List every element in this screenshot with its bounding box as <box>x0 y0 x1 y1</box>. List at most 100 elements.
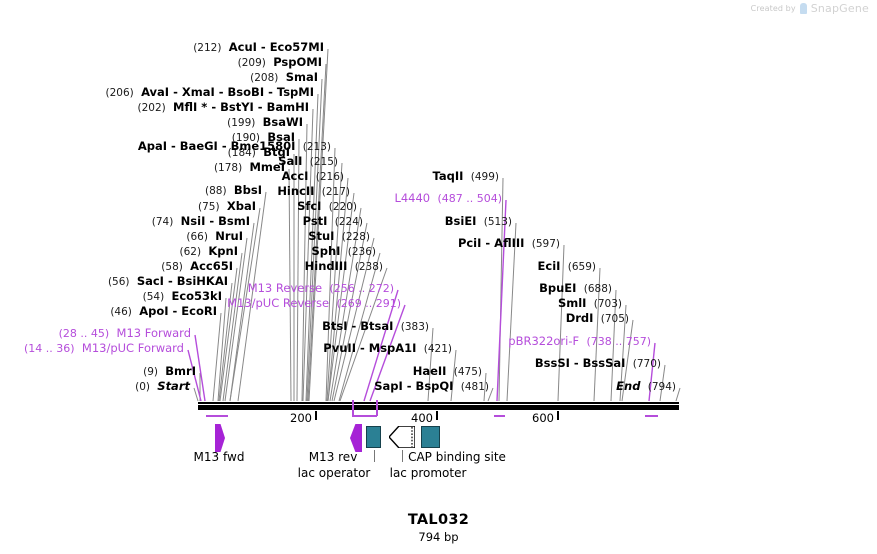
site-position: (74) <box>151 216 174 228</box>
enzyme-label-eco53ki[interactable]: (54) Eco53kI <box>143 290 222 303</box>
enzyme-label-mmei[interactable]: (178) MmeI <box>214 161 285 174</box>
label-gap <box>586 296 593 310</box>
enzyme-label-acc65i[interactable]: (58) Acc65I <box>161 260 233 273</box>
site-position: (703) <box>593 298 622 310</box>
feature-label-lac-operator[interactable]: lac operator <box>297 466 371 480</box>
label-gap <box>173 214 180 228</box>
primer-label-m13-puc-forward[interactable]: (14 .. 36) M13/pUC Forward <box>24 342 184 355</box>
primer-label-m13-puc-reverse[interactable]: M13/pUC Reverse (269 .. 291) <box>227 297 401 310</box>
sequence-backbone[interactable] <box>198 404 679 410</box>
label-gap <box>321 199 328 213</box>
site-name: PciI - AflIII <box>457 236 525 250</box>
enzyme-label-drdi[interactable]: DrdI (705) <box>566 312 629 325</box>
site-name: ApaI - BaeGI - Bme1580I <box>137 139 296 153</box>
enzyme-label-hincii[interactable]: HincII (217) <box>277 185 350 198</box>
feature-arrow-m13-fwd[interactable] <box>215 424 225 452</box>
enzyme-label-btsi[interactable]: BtsI - BtsaI (383) <box>322 320 429 333</box>
enzyme-label-sapi[interactable]: SapI - BspQI (481) <box>374 380 489 393</box>
feature-label-m13-rev[interactable]: M13 rev <box>308 450 358 464</box>
label-gap <box>453 379 460 393</box>
enzyme-label-nrui[interactable]: (66) NruI <box>186 230 243 243</box>
enzyme-label-apai[interactable]: ApaI - BaeGI - Bme1580I (213) <box>138 140 331 153</box>
enzyme-label-haeii[interactable]: HaeII (475) <box>413 365 482 378</box>
enzyme-label-sali[interactable]: SalI (215) <box>278 155 338 168</box>
enzyme-label-smli[interactable]: SmlI (703) <box>558 297 622 310</box>
enzyme-label-pvuii[interactable]: PvuII - MspA1I (421) <box>323 342 452 355</box>
primer-label-pbr322ori-f[interactable]: pBR322ori-F (738 .. 757) <box>508 335 651 348</box>
enzyme-label-acui[interactable]: (212) AcuI - Eco57MI <box>193 41 324 54</box>
feature-box-cap-binding-site[interactable] <box>421 426 440 448</box>
label-gap <box>183 259 190 273</box>
enzyme-label-btgi[interactable]: (184) BtgI <box>228 146 290 159</box>
feature-leader-lac-promoter <box>402 450 403 462</box>
enzyme-label-psti[interactable]: PstI (224) <box>303 215 363 228</box>
enzyme-label-bpuei[interactable]: BpuEI (688) <box>539 282 612 295</box>
label-gap <box>393 319 400 333</box>
primer-label-m13-reverse[interactable]: M13 Reverse (256 .. 272) <box>248 282 394 295</box>
enzyme-label-hindiii[interactable]: HindIII (238) <box>305 260 383 273</box>
enzyme-label-start[interactable]: (0) Start <box>135 380 190 393</box>
label-gap <box>640 379 647 393</box>
enzyme-label-stui[interactable]: StuI (228) <box>308 230 370 243</box>
site-name: SphI <box>311 244 341 258</box>
feature-leader-lac-operator <box>374 450 375 462</box>
primer-bar-l4440-bar[interactable] <box>494 415 505 417</box>
primer-label-l4440[interactable]: L4440 (487 .. 504) <box>394 192 502 205</box>
enzyme-label-bsiei[interactable]: BsiEI (513) <box>445 215 512 228</box>
enzyme-label-xbai[interactable]: (75) XbaI <box>198 200 256 213</box>
enzyme-label-bmri[interactable]: (9) BmrI <box>143 365 196 378</box>
feature-label-lac-promoter[interactable]: lac promoter <box>389 466 467 480</box>
enzyme-label-acci[interactable]: AccI (216) <box>282 170 344 183</box>
enzyme-label-taqii[interactable]: TaqII (499) <box>433 170 499 183</box>
site-name: SmlI <box>557 296 587 310</box>
primer-bar-pbr322ori-bar[interactable] <box>645 415 658 417</box>
enzyme-label-kpni[interactable]: (62) KpnI <box>180 245 238 258</box>
enzyme-label-nsii[interactable]: (74) NsiI - BsmI <box>152 215 250 228</box>
enzyme-label-smai[interactable]: (208) SmaI <box>250 71 318 84</box>
enzyme-label-bsawi[interactable]: (199) BsaWI <box>227 116 303 129</box>
feature-arrow-lac-promoter[interactable] <box>388 425 416 449</box>
enzyme-leader-start <box>193 387 199 402</box>
site-name: HindIII <box>304 259 348 273</box>
site-position: (236) <box>347 246 376 258</box>
enzyme-label-bsssi[interactable]: BssSI - BssSaI (770) <box>535 357 661 370</box>
label-gap <box>166 100 173 114</box>
primer-label-m13-forward[interactable]: (28 .. 45) M13 Forward <box>59 327 191 340</box>
site-name: End <box>616 379 641 393</box>
site-name: SacI - BsiHKAI <box>136 274 228 288</box>
enzyme-label-avai[interactable]: (206) AvaI - XmaI - BsoBI - TspMI <box>106 86 314 99</box>
title-block: TAL032 794 bp <box>0 512 877 544</box>
site-position: (213) <box>302 141 331 153</box>
enzyme-label-ecii[interactable]: EciI (659) <box>538 260 596 273</box>
site-name: BsaI <box>267 130 295 144</box>
site-name: DrdI <box>565 311 594 325</box>
enzyme-label-bbsi[interactable]: (88) BbsI <box>205 184 262 197</box>
enzyme-label-mflii[interactable]: (202) MflI * - BstYI - BamHI <box>138 101 310 114</box>
enzyme-label-pcii[interactable]: PciI - AflIII (597) <box>458 237 560 250</box>
site-name: M13 Forward <box>116 326 191 340</box>
enzyme-label-bsai[interactable]: (190) BsaI <box>232 131 295 144</box>
enzyme-label-end[interactable]: End (794) <box>616 380 676 393</box>
enzyme-label-saci[interactable]: (56) SacI - BsiHKAI <box>108 275 228 288</box>
primer-bar-m13-reverse-bar[interactable] <box>352 415 377 417</box>
site-name: BmrI <box>165 364 196 378</box>
site-position: (228) <box>341 231 370 243</box>
enzyme-label-apoi[interactable]: (46) ApoI - EcoRI <box>110 305 217 318</box>
ruler-tick-label-600: 600 <box>532 411 554 425</box>
feature-label-m13-fwd[interactable]: M13 fwd <box>193 450 245 464</box>
label-gap <box>524 236 531 250</box>
site-name: EciI <box>537 259 561 273</box>
feature-label-cap-binding-site[interactable]: CAP binding site <box>408 450 506 464</box>
site-name: HincII <box>277 184 315 198</box>
feature-box-lac-operator[interactable] <box>366 426 381 448</box>
site-position: (58) <box>161 261 183 273</box>
enzyme-label-pspomi[interactable]: (209) PspOMI <box>238 56 322 69</box>
enzyme-leader-taqii <box>498 177 504 402</box>
primer-bar-m13-forward-bar[interactable] <box>215 415 227 417</box>
site-position: (215) <box>309 156 338 168</box>
enzyme-label-sfci[interactable]: SfcI (220) <box>297 200 357 213</box>
label-gap <box>576 281 583 295</box>
enzyme-leader-eco53ki <box>217 297 227 402</box>
enzyme-label-sphi[interactable]: SphI (236) <box>311 245 376 258</box>
feature-arrow-m13-rev[interactable] <box>350 424 362 452</box>
